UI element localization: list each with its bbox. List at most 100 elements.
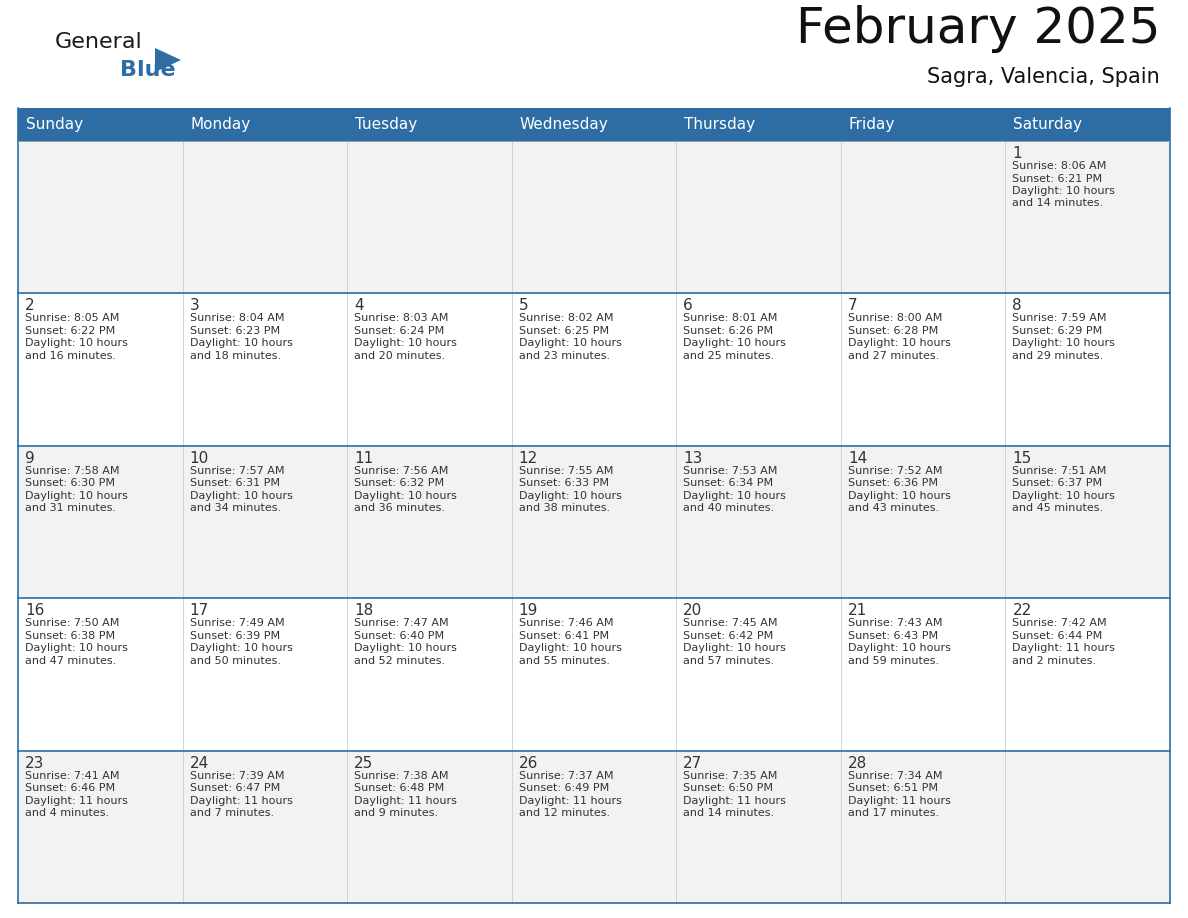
Bar: [676, 294, 841, 446]
Bar: [1005, 141, 1170, 294]
Text: and 50 minutes.: and 50 minutes.: [190, 655, 280, 666]
Text: and 12 minutes.: and 12 minutes.: [519, 808, 609, 818]
Text: Sunrise: 7:49 AM: Sunrise: 7:49 AM: [190, 618, 284, 628]
Text: Sunset: 6:25 PM: Sunset: 6:25 PM: [519, 326, 608, 336]
Text: and 2 minutes.: and 2 minutes.: [1012, 655, 1097, 666]
Text: 9: 9: [25, 451, 34, 465]
Text: 21: 21: [848, 603, 867, 618]
Text: 6: 6: [683, 298, 693, 313]
Text: and 52 minutes.: and 52 minutes.: [354, 655, 446, 666]
Bar: [1005, 294, 1170, 446]
Text: Sunday: Sunday: [26, 117, 83, 132]
Text: Daylight: 11 hours: Daylight: 11 hours: [848, 796, 950, 806]
Text: Sunrise: 7:59 AM: Sunrise: 7:59 AM: [1012, 313, 1107, 323]
Text: Sunrise: 8:06 AM: Sunrise: 8:06 AM: [1012, 161, 1107, 171]
Text: Sunrise: 7:47 AM: Sunrise: 7:47 AM: [354, 618, 449, 628]
Text: Sunrise: 7:57 AM: Sunrise: 7:57 AM: [190, 465, 284, 476]
Text: Daylight: 11 hours: Daylight: 11 hours: [354, 796, 457, 806]
Polygon shape: [154, 48, 181, 72]
Text: and 47 minutes.: and 47 minutes.: [25, 655, 116, 666]
Text: Daylight: 10 hours: Daylight: 10 hours: [1012, 186, 1116, 196]
Bar: [183, 294, 347, 446]
Bar: [841, 294, 1005, 446]
Bar: [18, 108, 183, 141]
Text: Sunrise: 7:56 AM: Sunrise: 7:56 AM: [354, 465, 449, 476]
Text: Sunrise: 7:46 AM: Sunrise: 7:46 AM: [519, 618, 613, 628]
Text: 22: 22: [1012, 603, 1031, 618]
Bar: [1005, 751, 1170, 903]
Bar: [841, 141, 1005, 294]
Text: Daylight: 10 hours: Daylight: 10 hours: [683, 339, 786, 349]
Text: Sunrise: 8:02 AM: Sunrise: 8:02 AM: [519, 313, 613, 323]
Text: Sunset: 6:30 PM: Sunset: 6:30 PM: [25, 478, 115, 488]
Text: and 43 minutes.: and 43 minutes.: [848, 503, 939, 513]
Text: Sunrise: 7:38 AM: Sunrise: 7:38 AM: [354, 770, 449, 780]
Text: 8: 8: [1012, 298, 1022, 313]
Text: Daylight: 10 hours: Daylight: 10 hours: [190, 491, 292, 501]
Text: Sunset: 6:36 PM: Sunset: 6:36 PM: [848, 478, 937, 488]
Text: Sunset: 6:34 PM: Sunset: 6:34 PM: [683, 478, 773, 488]
Text: and 14 minutes.: and 14 minutes.: [683, 808, 775, 818]
Text: 7: 7: [848, 298, 858, 313]
Text: and 9 minutes.: and 9 minutes.: [354, 808, 438, 818]
Text: Sunrise: 7:41 AM: Sunrise: 7:41 AM: [25, 770, 120, 780]
Text: Daylight: 10 hours: Daylight: 10 hours: [354, 339, 457, 349]
Bar: [347, 141, 512, 294]
Text: Sunrise: 7:58 AM: Sunrise: 7:58 AM: [25, 465, 120, 476]
Text: Sunrise: 7:37 AM: Sunrise: 7:37 AM: [519, 770, 613, 780]
Text: Sunset: 6:32 PM: Sunset: 6:32 PM: [354, 478, 444, 488]
Text: and 18 minutes.: and 18 minutes.: [190, 351, 280, 361]
Text: Sunset: 6:21 PM: Sunset: 6:21 PM: [1012, 174, 1102, 184]
Bar: [183, 751, 347, 903]
Text: Daylight: 10 hours: Daylight: 10 hours: [25, 644, 128, 654]
Bar: [512, 294, 676, 446]
Text: and 27 minutes.: and 27 minutes.: [848, 351, 939, 361]
Bar: [347, 599, 512, 751]
Text: and 7 minutes.: and 7 minutes.: [190, 808, 273, 818]
Bar: [183, 446, 347, 599]
Text: Daylight: 10 hours: Daylight: 10 hours: [25, 339, 128, 349]
Text: Daylight: 10 hours: Daylight: 10 hours: [1012, 339, 1116, 349]
Text: 23: 23: [25, 756, 44, 770]
Text: Sunset: 6:33 PM: Sunset: 6:33 PM: [519, 478, 608, 488]
Bar: [676, 751, 841, 903]
Text: 28: 28: [848, 756, 867, 770]
Text: Sunset: 6:31 PM: Sunset: 6:31 PM: [190, 478, 279, 488]
Text: Sunset: 6:50 PM: Sunset: 6:50 PM: [683, 783, 773, 793]
Text: and 34 minutes.: and 34 minutes.: [190, 503, 280, 513]
Bar: [18, 751, 183, 903]
Bar: [512, 108, 676, 141]
Text: Sunrise: 8:00 AM: Sunrise: 8:00 AM: [848, 313, 942, 323]
Text: and 59 minutes.: and 59 minutes.: [848, 655, 939, 666]
Text: and 38 minutes.: and 38 minutes.: [519, 503, 609, 513]
Text: Daylight: 10 hours: Daylight: 10 hours: [848, 644, 950, 654]
Text: Sunset: 6:24 PM: Sunset: 6:24 PM: [354, 326, 444, 336]
Text: and 40 minutes.: and 40 minutes.: [683, 503, 775, 513]
Text: 4: 4: [354, 298, 364, 313]
Text: and 25 minutes.: and 25 minutes.: [683, 351, 775, 361]
Bar: [841, 751, 1005, 903]
Text: Daylight: 11 hours: Daylight: 11 hours: [190, 796, 292, 806]
Text: 5: 5: [519, 298, 529, 313]
Bar: [347, 446, 512, 599]
Text: Daylight: 10 hours: Daylight: 10 hours: [1012, 491, 1116, 501]
Text: Wednesday: Wednesday: [519, 117, 608, 132]
Text: Friday: Friday: [849, 117, 896, 132]
Bar: [18, 446, 183, 599]
Bar: [512, 141, 676, 294]
Text: Daylight: 10 hours: Daylight: 10 hours: [25, 491, 128, 501]
Bar: [512, 599, 676, 751]
Text: Sagra, Valencia, Spain: Sagra, Valencia, Spain: [928, 67, 1159, 87]
Text: Daylight: 10 hours: Daylight: 10 hours: [519, 339, 621, 349]
Text: Daylight: 10 hours: Daylight: 10 hours: [190, 339, 292, 349]
Text: Sunrise: 7:35 AM: Sunrise: 7:35 AM: [683, 770, 778, 780]
Bar: [1005, 108, 1170, 141]
Text: Sunset: 6:23 PM: Sunset: 6:23 PM: [190, 326, 279, 336]
Text: Daylight: 10 hours: Daylight: 10 hours: [354, 491, 457, 501]
Text: Sunset: 6:46 PM: Sunset: 6:46 PM: [25, 783, 115, 793]
Text: 16: 16: [25, 603, 44, 618]
Bar: [676, 446, 841, 599]
Text: Monday: Monday: [190, 117, 251, 132]
Text: and 55 minutes.: and 55 minutes.: [519, 655, 609, 666]
Text: Sunrise: 8:04 AM: Sunrise: 8:04 AM: [190, 313, 284, 323]
